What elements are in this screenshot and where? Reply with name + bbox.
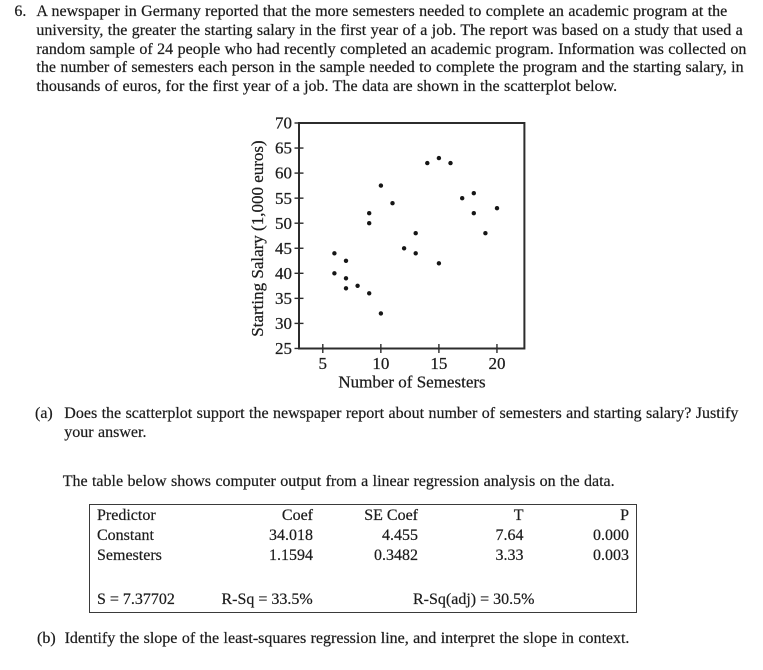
svg-text:Number of Semesters: Number of Semesters	[338, 373, 485, 392]
svg-text:10: 10	[372, 354, 389, 373]
svg-text:Starting Salary (1,000 euros): Starting Salary (1,000 euros)	[248, 140, 267, 336]
svg-text:25: 25	[275, 339, 292, 358]
svg-text:5: 5	[319, 354, 328, 373]
svg-text:50: 50	[275, 214, 292, 233]
svg-text:20: 20	[488, 354, 505, 373]
svg-text:70: 70	[275, 114, 292, 133]
svg-text:45: 45	[275, 239, 292, 258]
svg-text:35: 35	[275, 289, 292, 308]
svg-text:15: 15	[430, 354, 447, 373]
svg-text:30: 30	[275, 314, 292, 333]
svg-text:60: 60	[275, 164, 292, 183]
svg-text:65: 65	[275, 139, 292, 158]
svg-text:55: 55	[275, 189, 292, 208]
svg-text:40: 40	[275, 264, 292, 283]
